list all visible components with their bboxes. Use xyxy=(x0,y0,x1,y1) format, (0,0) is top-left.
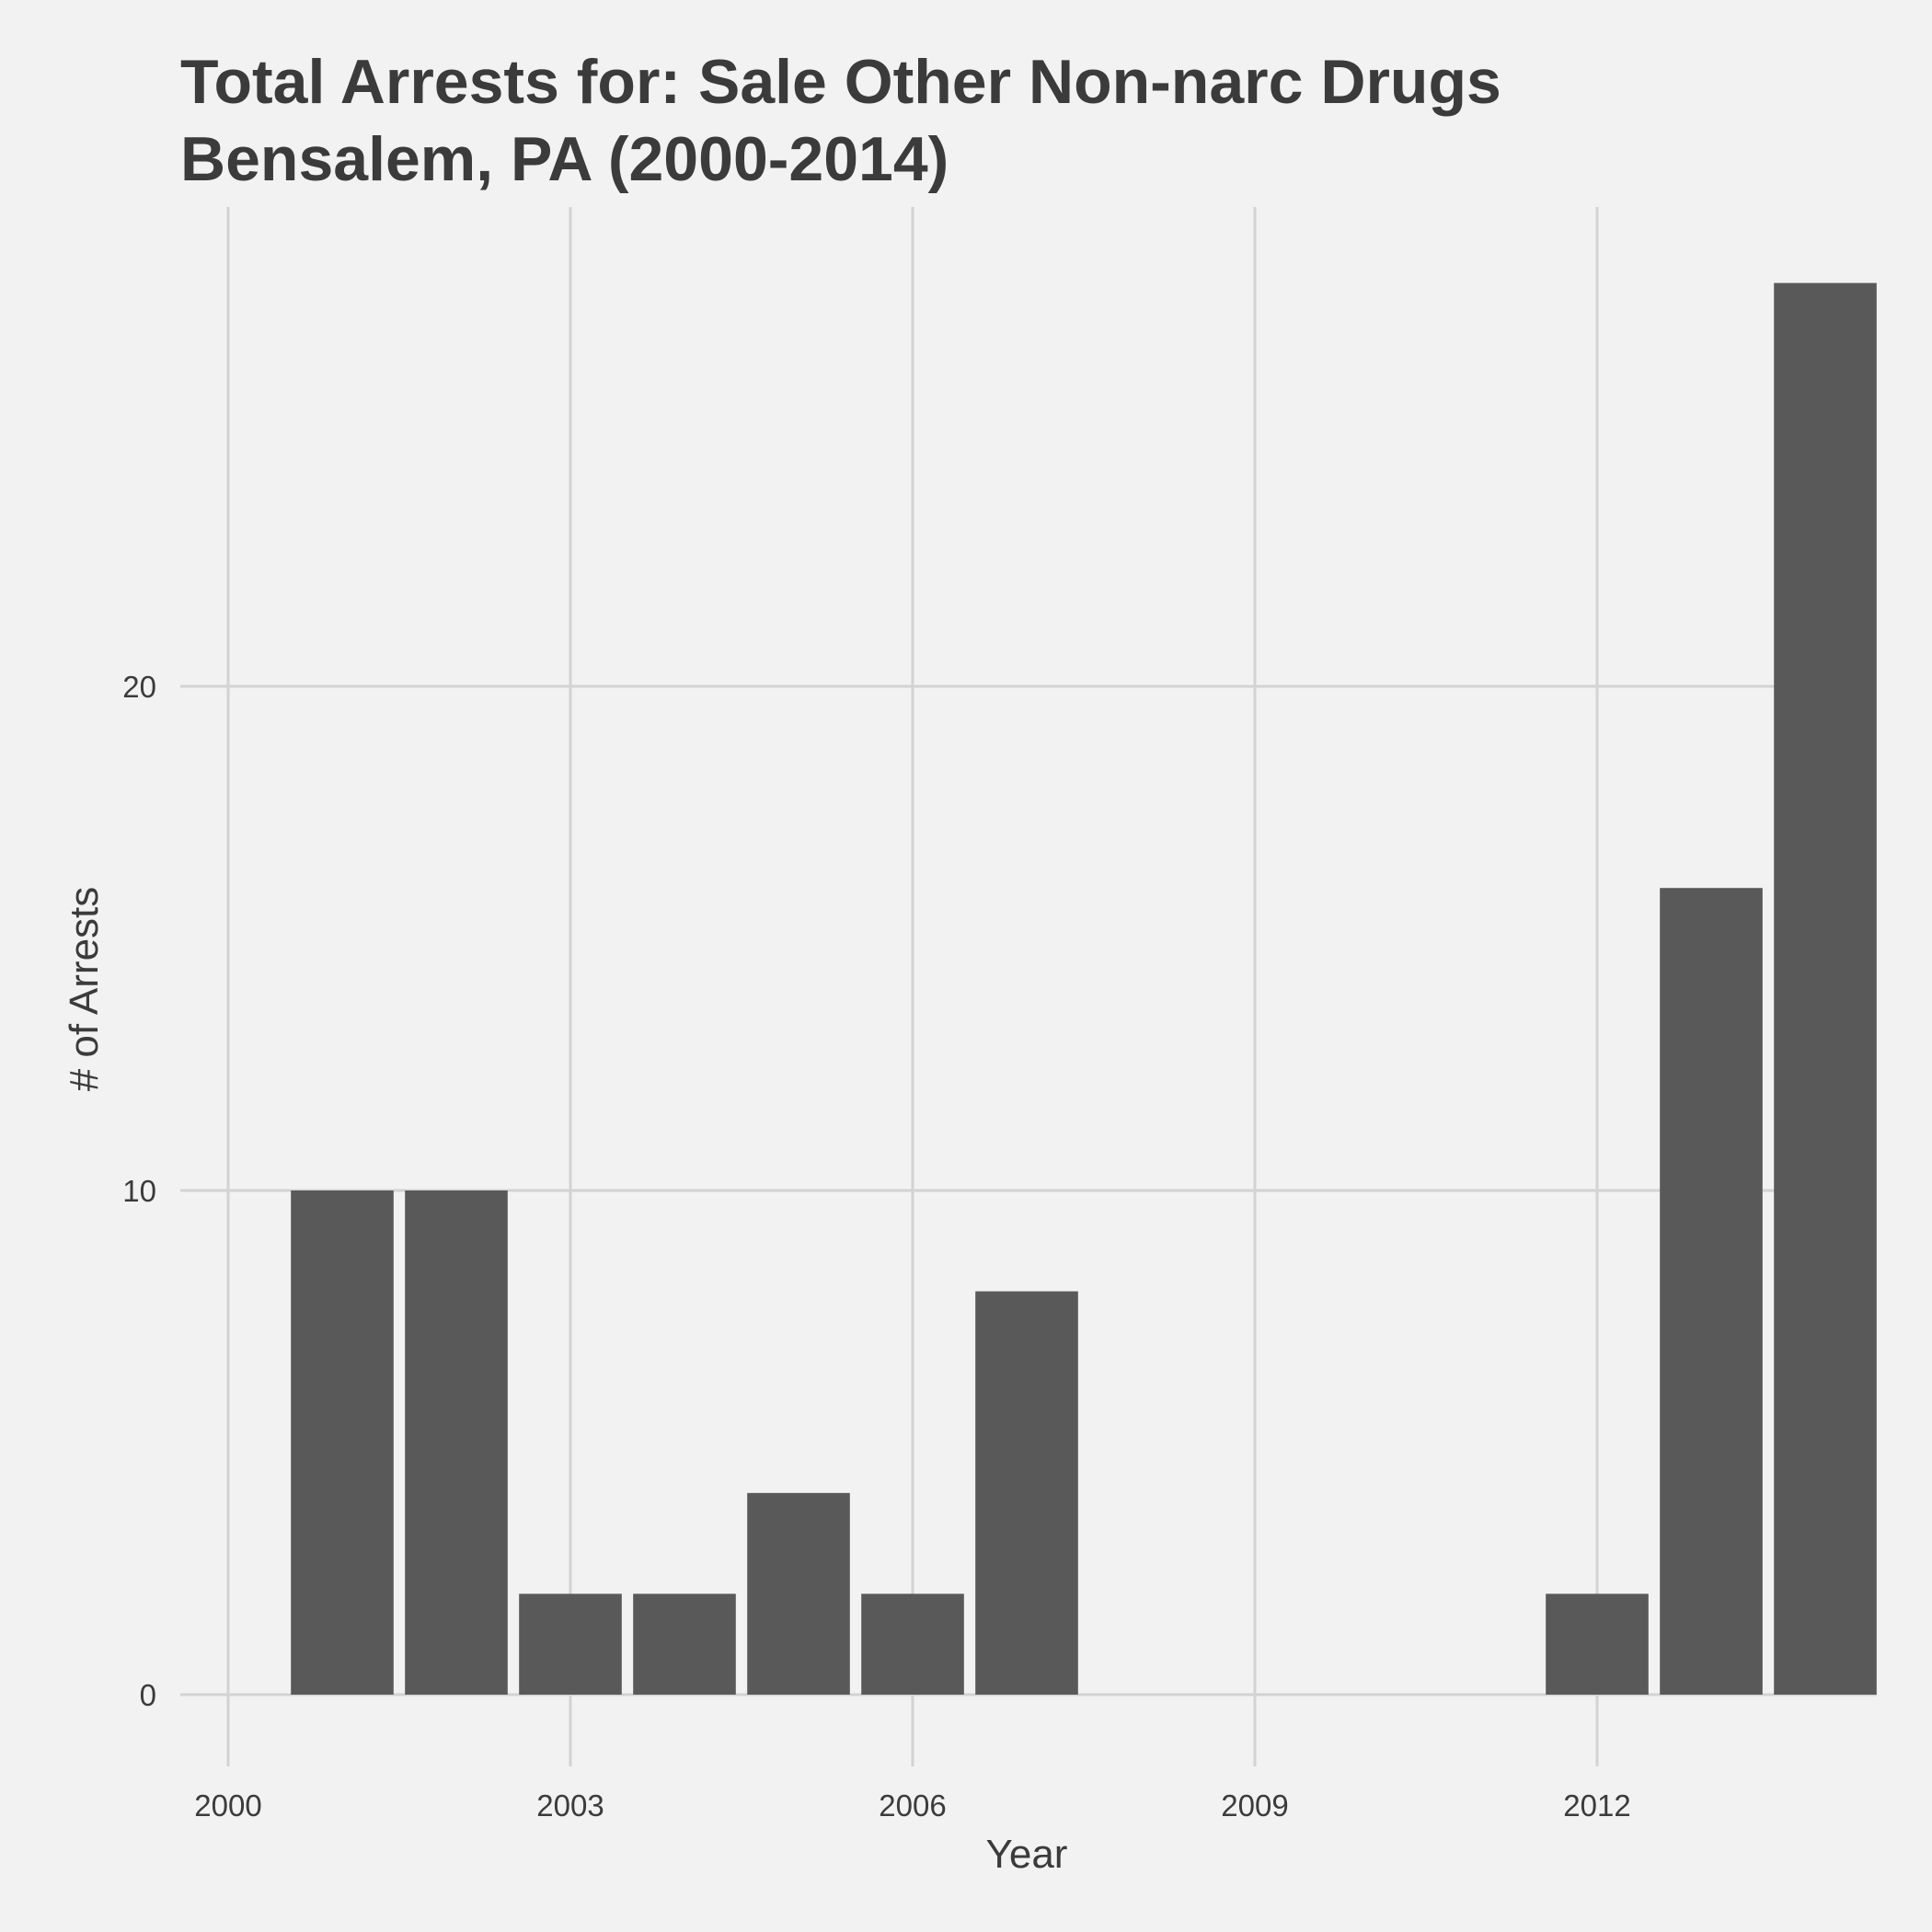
chart-title: Total Arrests for: Sale Other Non-narc D… xyxy=(180,47,1501,117)
bar-2003 xyxy=(519,1593,622,1695)
bars xyxy=(291,282,1877,1696)
x-tick-label-2000: 2000 xyxy=(194,1788,261,1823)
bar-2007 xyxy=(975,1291,1078,1695)
x-tick-label-2006: 2006 xyxy=(879,1788,946,1823)
x-tick-label-2012: 2012 xyxy=(1563,1788,1630,1823)
y-tick-label-20: 20 xyxy=(122,670,156,704)
y-tick-label-0: 0 xyxy=(140,1678,156,1712)
x-tick-label-2003: 2003 xyxy=(536,1788,604,1823)
bar-2001 xyxy=(291,1190,394,1695)
chart-subtitle: Bensalem, PA (2000-2014) xyxy=(180,124,949,194)
y-axis-title: # of Arrests xyxy=(62,887,107,1092)
bar-2005 xyxy=(747,1492,850,1695)
y-tick-label-10: 10 xyxy=(122,1174,156,1208)
bar-2006 xyxy=(861,1593,964,1695)
x-tick-label-2009: 2009 xyxy=(1221,1788,1288,1823)
bar-2004 xyxy=(633,1593,736,1695)
bar-2002 xyxy=(405,1190,508,1695)
bar-2013 xyxy=(1660,888,1763,1695)
x-axis-title: Year xyxy=(986,1832,1068,1877)
bar-2012 xyxy=(1546,1593,1649,1695)
tick-labels: 2000 2003 2006 2009 2012 0 10 20 xyxy=(122,670,1630,1823)
bar-2014 xyxy=(1774,282,1877,1696)
